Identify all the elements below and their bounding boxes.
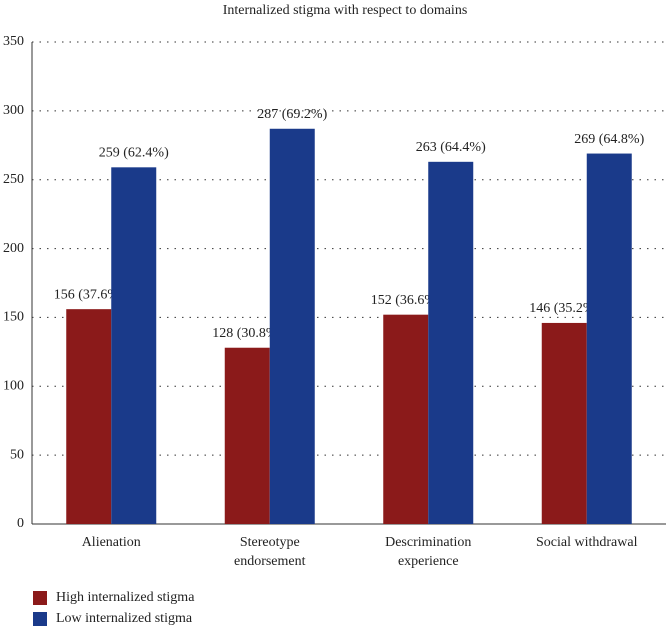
value-label: 128 (30.8%) xyxy=(212,326,282,341)
legend-swatch xyxy=(33,591,47,605)
x-tick-label: Alienation xyxy=(81,535,141,550)
value-label: 156 (37.6%) xyxy=(54,287,124,302)
value-label: 287 (69.2%) xyxy=(257,107,327,122)
legend-label: High internalized stigma xyxy=(56,590,195,605)
value-label: 263 (64.4%) xyxy=(416,140,486,155)
y-tick-label: 300 xyxy=(3,103,24,118)
legend-label: Low internalized stigma xyxy=(56,611,193,626)
bar xyxy=(383,314,429,524)
bar xyxy=(111,167,157,524)
bar xyxy=(269,128,315,524)
bar xyxy=(428,161,474,524)
x-tick-label: Social withdrawal xyxy=(536,535,638,550)
y-tick-label: 0 xyxy=(17,516,24,531)
x-tick-label: Descrimination experience xyxy=(385,535,472,569)
chart-title: Internalized stigma with respect to doma… xyxy=(223,3,468,18)
value-label: 259 (62.4%) xyxy=(99,146,169,161)
y-tick-label: 100 xyxy=(3,379,24,394)
bar xyxy=(586,153,632,524)
legend-swatch xyxy=(33,612,47,626)
value-label: 152 (36.6%) xyxy=(371,293,441,308)
bar xyxy=(66,309,112,524)
value-label: 146 (35.2%) xyxy=(529,301,599,316)
value-label: 269 (64.8%) xyxy=(574,132,644,147)
y-tick-label: 200 xyxy=(3,241,24,256)
bar xyxy=(224,347,270,524)
y-tick-label: 150 xyxy=(3,310,24,325)
y-tick-label: 350 xyxy=(3,34,24,49)
y-tick-label: 250 xyxy=(3,172,24,187)
y-tick-label: 50 xyxy=(10,447,24,462)
bar xyxy=(541,322,587,524)
x-tick-label: Stereotype endorsement xyxy=(233,535,306,569)
